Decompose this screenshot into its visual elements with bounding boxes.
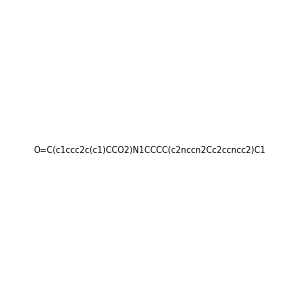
Text: O=C(c1ccc2c(c1)CCO2)N1CCCC(c2nccn2Cc2ccncc2)C1: O=C(c1ccc2c(c1)CCO2)N1CCCC(c2nccn2Cc2ccn… [34, 146, 266, 154]
